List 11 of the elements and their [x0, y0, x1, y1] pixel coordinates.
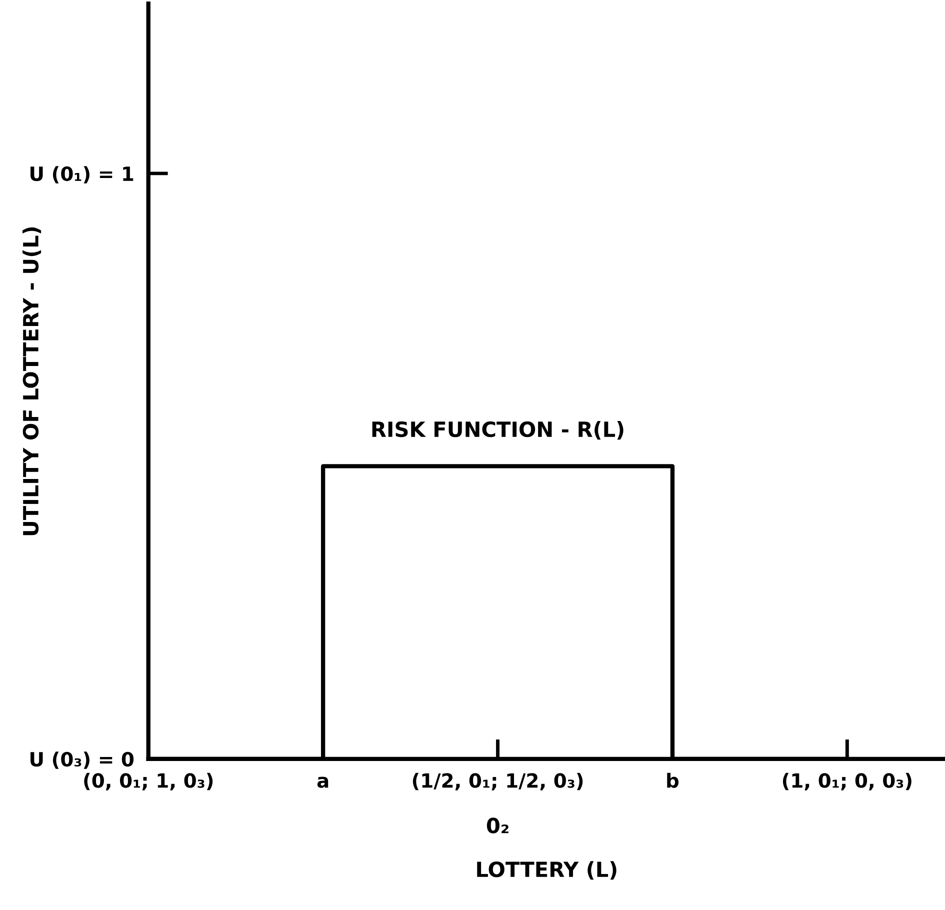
x-tick-label: (1, 0₁; 0, 0₃): [782, 772, 912, 790]
x-tick-label: (0, 0₁; 1, 0₃): [84, 772, 213, 790]
text: U (0₃) = 0: [30, 752, 134, 769]
annotation: RISK FUNCTION - R(L): [372, 421, 624, 440]
x-tick-label: (1/2, 0₁; 1/2, 0₃): [412, 772, 583, 790]
text: U (0₁) = 1: [30, 166, 134, 184]
x-axis-title: LOTTERY (L): [477, 861, 616, 880]
x-tick-label: b: [667, 772, 679, 788]
text: 0₂: [486, 818, 508, 834]
x-tick-label: a: [317, 776, 328, 788]
y-axis-title: UTILITY OF LOTTERY - U(L): [22, 227, 42, 536]
